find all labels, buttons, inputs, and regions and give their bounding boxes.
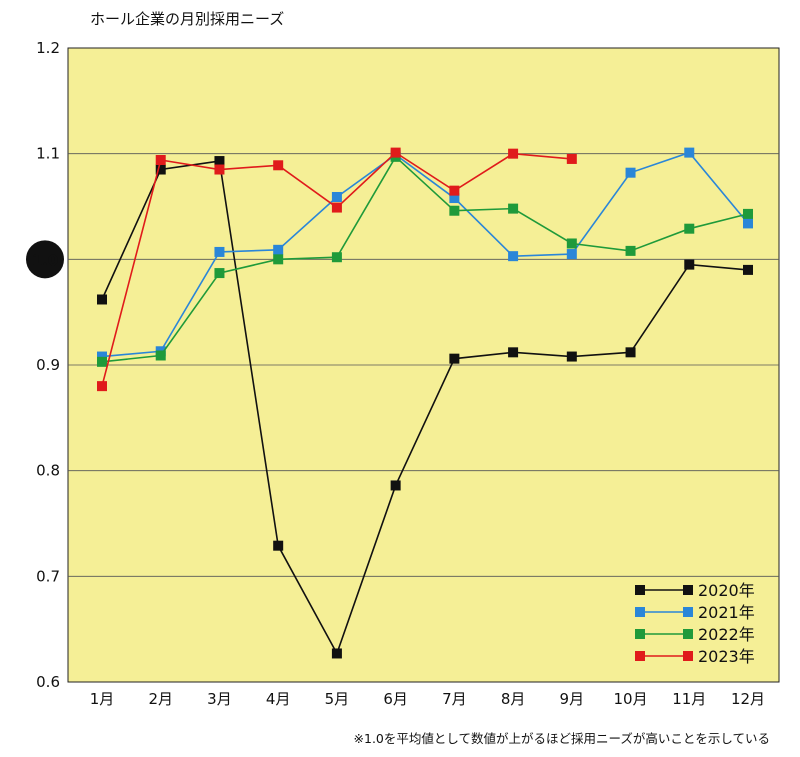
x-tick-label: 2月 xyxy=(148,690,173,708)
data-point xyxy=(97,294,107,305)
x-tick-label: 3月 xyxy=(207,690,232,708)
data-point xyxy=(508,203,519,214)
legend-item: 2022年 xyxy=(635,625,755,644)
data-point xyxy=(449,185,460,196)
data-point xyxy=(214,246,225,257)
data-point xyxy=(743,218,753,229)
legend-label: 2023年 xyxy=(698,647,755,666)
data-point xyxy=(97,356,107,367)
data-point xyxy=(331,202,342,213)
y-axis: 0.6 0.7 0.8 0.9 1.0 1.1 1.2 xyxy=(26,39,64,691)
legend-marker xyxy=(635,607,645,617)
data-point xyxy=(273,540,284,551)
y-tick-label: 0.9 xyxy=(36,356,60,374)
series-group xyxy=(97,147,753,659)
data-point xyxy=(97,381,107,392)
x-tick-label: 5月 xyxy=(325,690,350,708)
data-point xyxy=(331,191,342,202)
legend-marker xyxy=(635,585,645,595)
legend-label: 2022年 xyxy=(698,625,755,644)
chart-title: ホール企業の月別採用ニーズ xyxy=(90,10,285,28)
data-point xyxy=(508,251,519,262)
data-point xyxy=(508,347,519,358)
data-point xyxy=(155,350,166,361)
data-point xyxy=(743,264,753,275)
data-point xyxy=(743,208,753,219)
data-point xyxy=(625,167,636,178)
series-line xyxy=(101,151,749,358)
series-2022年 xyxy=(97,151,753,367)
highlight-circle xyxy=(26,240,64,279)
legend-marker xyxy=(683,585,693,595)
data-point xyxy=(566,249,577,260)
series-line xyxy=(101,155,749,363)
data-point xyxy=(331,252,342,263)
data-point xyxy=(684,147,695,158)
legend-item: 2020年 xyxy=(635,581,755,600)
y-tick-label: 1.2 xyxy=(36,39,60,57)
data-point xyxy=(625,245,636,256)
data-point xyxy=(273,160,284,171)
data-point xyxy=(684,259,695,270)
data-point xyxy=(449,353,460,364)
x-tick-label: 12月 xyxy=(731,690,765,708)
legend-marker xyxy=(635,651,645,661)
x-axis: 1月 2月 3月 4月 5月 6月 7月 8月 9月 10月 11月 12月 xyxy=(90,690,765,708)
y-tick-label: 0.7 xyxy=(36,567,60,585)
x-tick-label: 7月 xyxy=(442,690,467,708)
data-point xyxy=(97,351,107,362)
legend-label: 2021年 xyxy=(698,603,755,622)
data-point xyxy=(214,164,225,175)
data-point xyxy=(331,648,342,659)
series-2020年 xyxy=(97,156,753,659)
footnote: ※1.0を平均値として数値が上がるほど採用ニーズが高いことを示している xyxy=(353,731,770,746)
legend-marker xyxy=(683,651,693,661)
x-tick-label: 6月 xyxy=(383,690,408,708)
x-tick-label: 10月 xyxy=(613,690,647,708)
data-point xyxy=(566,153,577,164)
data-point xyxy=(390,480,401,491)
x-tick-label: 8月 xyxy=(501,690,526,708)
data-point xyxy=(390,147,401,158)
data-point xyxy=(155,164,166,175)
data-point xyxy=(214,268,225,279)
x-tick-label: 11月 xyxy=(672,690,706,708)
y-tick-label: 0.6 xyxy=(36,673,60,691)
legend-item: 2021年 xyxy=(635,603,755,622)
data-point xyxy=(566,238,577,249)
series-line xyxy=(101,160,749,656)
y-tick-highlight: 1.0 xyxy=(26,240,64,279)
x-tick-label: 1月 xyxy=(90,690,115,708)
y-tick-label: 0.8 xyxy=(36,462,60,480)
data-point xyxy=(214,156,225,167)
legend-label: 2020年 xyxy=(698,581,755,600)
data-point xyxy=(449,205,460,216)
legend-marker xyxy=(683,629,693,639)
data-point xyxy=(273,244,284,255)
data-point xyxy=(566,351,577,362)
grid-lines xyxy=(68,153,779,577)
legend-marker xyxy=(635,629,645,639)
data-point xyxy=(273,254,284,265)
data-point xyxy=(508,148,519,159)
x-tick-label: 9月 xyxy=(560,690,585,708)
data-point xyxy=(684,223,695,234)
y-tick-label: 1.0 xyxy=(32,251,59,269)
legend-marker xyxy=(683,607,693,617)
data-point xyxy=(625,347,636,358)
y-tick-label: 1.1 xyxy=(36,145,60,163)
x-tick-label: 4月 xyxy=(266,690,291,708)
legend: 2020年 2021年 2022年 2023年 xyxy=(635,581,755,666)
data-point xyxy=(155,155,166,166)
data-point xyxy=(449,193,460,204)
legend-item: 2023年 xyxy=(635,647,755,666)
series-2023年 xyxy=(97,147,577,392)
